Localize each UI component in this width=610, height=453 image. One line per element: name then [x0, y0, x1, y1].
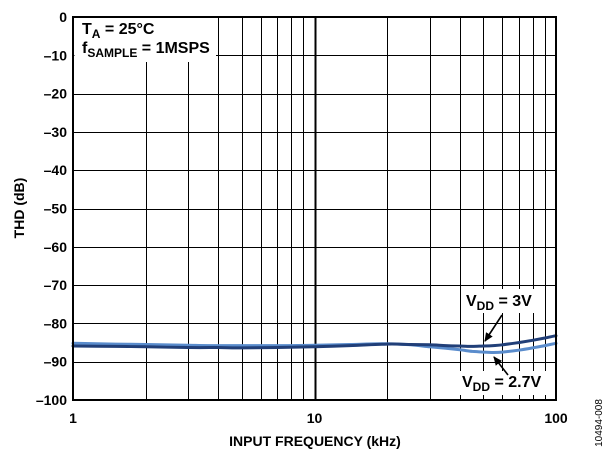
series-3v-label: VDD = 3V [466, 293, 532, 313]
y-tick-label-1: –10 [44, 47, 68, 63]
x-axis-title: INPUT FREQUENCY (kHz) [229, 433, 401, 449]
sample-rate-symbol: f [82, 40, 88, 57]
y-tick-label-3: –30 [44, 124, 68, 140]
series-2p7v-label-symbol: V [462, 374, 473, 391]
series-3v-label-background [462, 289, 542, 313]
y-tick-label-2: –20 [44, 86, 68, 102]
y-tick-label-9: –90 [44, 354, 68, 370]
y-tick-label-4: –40 [44, 162, 68, 178]
y-tick-label-8: –80 [44, 315, 68, 331]
series-3v-label-symbol: V [466, 293, 477, 310]
y-tick-label-7: –70 [44, 277, 68, 293]
series-3v-pointer-arrow [484, 314, 503, 342]
temperature-condition: TA = 25°C [82, 21, 155, 41]
y-tick-labels: 0 –10 –20 –30 –40 –50 –60 –70 –80 –90 –100 [36, 9, 67, 408]
series-2p7v-label-background [458, 371, 549, 395]
series-2p7v-pointer-arrow [493, 356, 509, 376]
y-axis-title: THD (dB) [11, 178, 27, 239]
series-3v-label-value: = 3V [494, 293, 532, 310]
sample-rate-subscript: SAMPLE [87, 46, 137, 60]
annotation-backgrounds [74, 18, 549, 395]
y-tick-label-6: –60 [44, 239, 68, 255]
series-line-vdd-3v [71, 334, 558, 350]
sample-rate-value: = 1MSPS [137, 40, 210, 57]
x-tick-label-1: 10 [307, 410, 323, 426]
temperature-subscript: A [92, 27, 101, 41]
conditions-label-background [74, 18, 216, 62]
x-tick-labels: 1 10 100 [69, 410, 568, 426]
series-lines [71, 334, 558, 354]
y-tick-label-10: –100 [36, 392, 67, 408]
series-2p7v-label-value: = 2.7V [490, 374, 541, 391]
x-tick-label-0: 1 [69, 410, 77, 426]
plot-frame [72, 16, 557, 401]
temperature-value: = 25°C [100, 21, 154, 38]
y-tick-label-5: –50 [44, 201, 68, 217]
grid [73, 17, 556, 400]
y-tick-label-0: 0 [59, 9, 67, 25]
temperature-symbol: T [82, 21, 92, 38]
sample-rate-condition: fSAMPLE = 1MSPS [82, 40, 210, 60]
series-2p7v-label: VDD = 2.7V [462, 374, 541, 394]
figure-id: 10494-008 [594, 399, 605, 447]
x-tick-label-2: 100 [544, 410, 568, 426]
series-2p7v-label-subscript: DD [473, 380, 491, 394]
series-3v-label-subscript: DD [477, 299, 495, 313]
